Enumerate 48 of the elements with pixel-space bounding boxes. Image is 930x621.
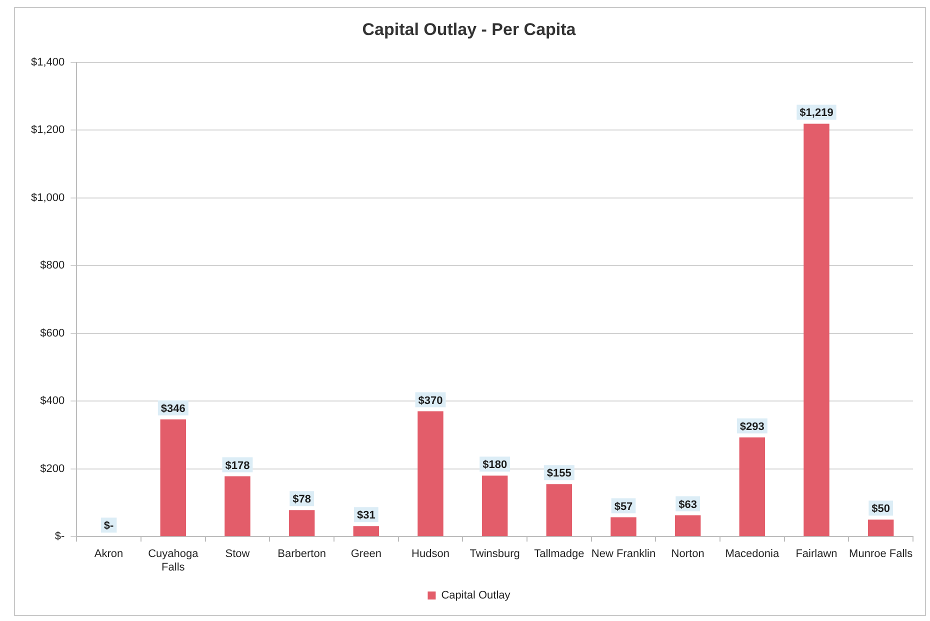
x-tick-label: Green [350,548,382,560]
data-label: $50 [872,503,890,516]
x-tick-label: Barberton [278,548,326,560]
bar [160,419,186,536]
data-label: $178 [225,460,250,472]
data-label: $1,219 [800,107,834,120]
x-tick-label: Tallmadge [534,548,584,560]
x-tick-label: Macedonia [725,548,780,560]
x-tick-label: Munroe Falls [849,548,914,560]
y-tick-label: $- [54,530,65,543]
chart-title: Capital Outlay - Per Capita [362,20,576,39]
data-label: $180 [482,459,508,472]
y-tick-label: $1,000 [30,192,65,204]
x-tick-label: Cuyahoga Falls [148,548,200,574]
bar [546,484,572,536]
data-label: $78 [292,494,311,506]
data-label: $370 [418,394,443,407]
data-label: $346 [160,402,186,415]
bar [674,515,701,536]
y-tick-label: $600 [40,327,65,340]
x-tick-label: Fairlawn [796,548,838,560]
data-label: $155 [546,468,572,480]
data-label: $293 [740,420,764,433]
data-label: $63 [678,498,698,511]
legend-label: Capital Outlay [441,590,511,602]
bar [353,526,380,536]
bar [739,437,766,536]
x-tick-label: Stow [225,548,250,560]
bar [482,476,508,536]
data-label: $- [104,520,114,532]
bar [868,520,894,536]
bar [288,510,315,536]
y-tick-label: $1,200 [30,124,65,136]
y-tick-label: $1,400 [30,56,65,68]
data-label: $57 [614,500,633,513]
y-tick-label: $800 [40,260,65,272]
x-tick-label: New Franklin [591,548,656,560]
y-tick-label: $200 [40,462,65,475]
x-tick-label: Norton [671,548,704,560]
bar [418,411,444,536]
x-tick-label: Hudson [412,548,450,560]
x-tick-label: Akron [94,548,124,560]
y-tick-label: $400 [40,395,65,408]
x-tick-label: Twinsburg [470,548,520,560]
bar [224,476,250,536]
data-label: $31 [356,510,376,522]
bar [804,124,830,536]
bar [610,517,636,536]
